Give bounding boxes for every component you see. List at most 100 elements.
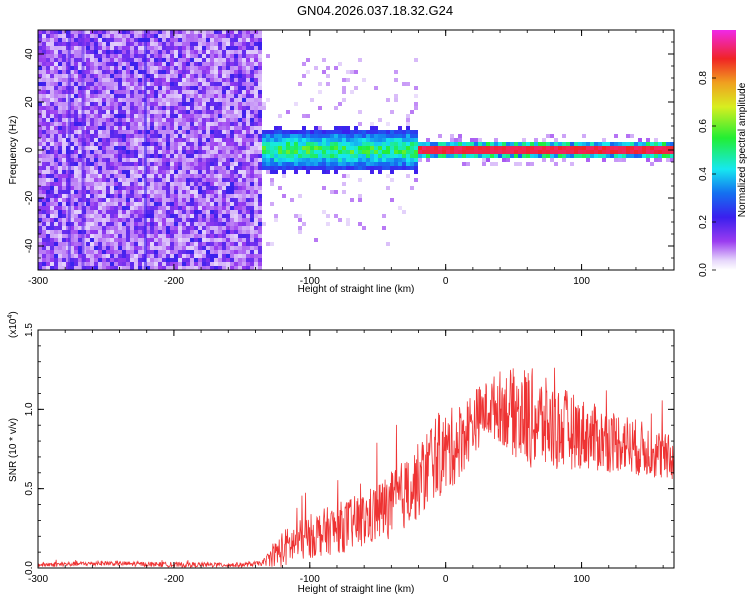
spectrogram-cell bbox=[146, 226, 150, 230]
spectrogram-cell bbox=[38, 102, 42, 106]
spectrogram-cell bbox=[58, 38, 62, 42]
spectrogram-cell bbox=[114, 206, 118, 210]
spectrogram-cell bbox=[122, 234, 126, 238]
spectrogram-cell bbox=[150, 150, 154, 154]
spectrogram-cell bbox=[78, 222, 82, 226]
snr-frame bbox=[37, 329, 675, 569]
snr-x-tick-label: 0 bbox=[443, 574, 449, 585]
spectrogram-cell bbox=[198, 98, 202, 102]
spectrogram-cell bbox=[166, 198, 170, 202]
spectrogram-cell bbox=[158, 182, 162, 186]
spectrogram-cell bbox=[110, 234, 114, 238]
spectrogram-cell bbox=[50, 118, 54, 122]
spectrogram-cell bbox=[254, 118, 258, 122]
spectrogram-cell bbox=[38, 230, 42, 234]
spectrogram-cell bbox=[102, 214, 106, 218]
spectrogram-cell bbox=[222, 162, 226, 166]
spectrogram-cell bbox=[74, 114, 78, 118]
spectrogram-cell bbox=[130, 38, 134, 42]
spectrogram-cell bbox=[334, 138, 338, 142]
spectrogram-cell bbox=[130, 190, 134, 194]
spectrogram-cell bbox=[186, 94, 190, 98]
spectrogram-cell bbox=[354, 70, 358, 74]
spectrogram-cell bbox=[110, 198, 114, 202]
spectrogram-cell bbox=[374, 138, 378, 142]
spectrogram-cell bbox=[582, 142, 586, 146]
spectrogram-cell bbox=[178, 102, 182, 106]
spectrogram-y-axis-label: Frequency (Hz) bbox=[8, 116, 19, 185]
spectrogram-cell bbox=[54, 102, 58, 106]
spectrogram-cell bbox=[46, 102, 50, 106]
spectrogram-cell bbox=[242, 238, 246, 242]
spectrogram-cell bbox=[366, 158, 370, 162]
spectrogram-cell bbox=[218, 94, 222, 98]
spectrogram-cell bbox=[106, 258, 110, 262]
spectrogram-cell bbox=[38, 250, 42, 254]
spectrogram-cell bbox=[550, 154, 554, 158]
spectrogram-cell bbox=[358, 162, 362, 166]
spectrogram-cell bbox=[54, 62, 58, 66]
spectrogram-cell bbox=[202, 202, 206, 206]
spectrogram-y-tick-label: 40 bbox=[24, 48, 35, 60]
spectrogram-cell bbox=[78, 186, 82, 190]
spectrogram-cell bbox=[130, 170, 134, 174]
spectrogram-cell bbox=[590, 142, 594, 146]
spectrogram-cell bbox=[70, 54, 74, 58]
spectrogram-cell bbox=[114, 130, 118, 134]
spectrogram-cell bbox=[206, 98, 210, 102]
spectrogram-cell bbox=[190, 246, 194, 250]
spectrogram-cell bbox=[70, 42, 74, 46]
spectrogram-cell bbox=[194, 166, 198, 170]
spectrogram-cell bbox=[370, 138, 374, 142]
spectrogram-cell bbox=[218, 246, 222, 250]
spectrogram-cell bbox=[146, 258, 150, 262]
spectrogram-cell bbox=[234, 190, 238, 194]
spectrogram-cell bbox=[666, 158, 670, 162]
spectrogram-cell bbox=[134, 202, 138, 206]
spectrogram-cell bbox=[242, 66, 246, 70]
spectrogram-cell bbox=[74, 42, 78, 46]
spectrogram-cell bbox=[110, 74, 114, 78]
spectrogram-cell bbox=[622, 150, 626, 154]
spectrogram-cell bbox=[498, 150, 502, 154]
spectrogram-cell bbox=[126, 106, 130, 110]
spectrogram-cell bbox=[114, 134, 118, 138]
spectrogram-cell bbox=[242, 190, 246, 194]
spectrogram-cell bbox=[242, 214, 246, 218]
spectrogram-cell bbox=[298, 150, 302, 154]
spectrogram-cell bbox=[246, 162, 250, 166]
spectrogram-cell bbox=[514, 162, 518, 166]
spectrogram-cell bbox=[402, 134, 406, 138]
spectrogram-cell bbox=[546, 142, 550, 146]
spectrogram-cell bbox=[146, 126, 150, 130]
spectrogram-cell bbox=[102, 202, 106, 206]
spectrogram-cell bbox=[290, 162, 294, 166]
spectrogram-cell bbox=[46, 250, 50, 254]
spectrogram-cell bbox=[74, 70, 78, 74]
spectrogram-cell bbox=[206, 258, 210, 262]
spectrogram-cell bbox=[106, 250, 110, 254]
spectrogram-cell bbox=[98, 154, 102, 158]
spectrogram-cell bbox=[158, 142, 162, 146]
spectrogram-cell bbox=[238, 114, 242, 118]
spectrogram-cell bbox=[126, 170, 130, 174]
spectrogram-cell bbox=[78, 110, 82, 114]
spectrogram-cell bbox=[154, 42, 158, 46]
spectrogram-cell bbox=[330, 142, 334, 146]
spectrogram-cell bbox=[258, 218, 262, 222]
spectrogram-cell bbox=[498, 142, 502, 146]
spectrogram-cell bbox=[158, 178, 162, 182]
spectrogram-cell bbox=[70, 58, 74, 62]
spectrogram-cell bbox=[318, 82, 322, 86]
spectrogram-cell bbox=[254, 242, 258, 246]
spectrogram-cell bbox=[138, 54, 142, 58]
spectrogram-cell bbox=[362, 226, 366, 230]
spectrogram-cell bbox=[50, 150, 54, 154]
spectrogram-cell bbox=[262, 146, 266, 150]
spectrogram-cell bbox=[234, 78, 238, 82]
spectrogram-cell bbox=[54, 114, 58, 118]
spectrogram-cell bbox=[594, 154, 598, 158]
spectrogram-cell bbox=[274, 134, 278, 138]
spectrogram-cell bbox=[118, 34, 122, 38]
spectrogram-cell bbox=[70, 82, 74, 86]
